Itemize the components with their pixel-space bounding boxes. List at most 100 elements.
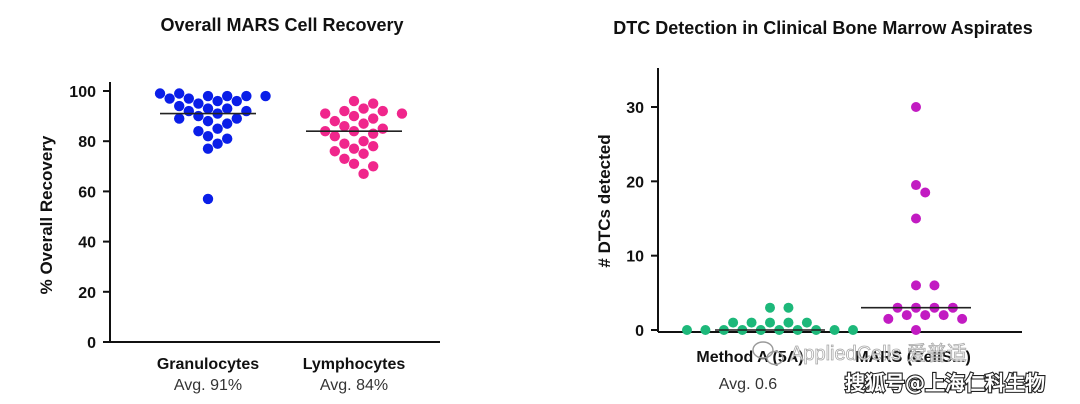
data-point — [212, 95, 223, 107]
dtc-detection-chart: DTC Detection in Clinical Bone Marrow As… — [595, 18, 1033, 393]
data-point — [377, 123, 388, 134]
data-point — [367, 141, 379, 152]
data-point — [700, 325, 711, 335]
data-point — [212, 138, 223, 149]
y-tick-label: 80 — [78, 134, 96, 151]
chart-title: DTC Detection in Clinical Bone Marrow As… — [613, 18, 1032, 38]
y-tick-label: 20 — [78, 285, 96, 302]
data-point — [193, 98, 204, 109]
data-point — [348, 110, 360, 122]
data-point — [339, 105, 350, 117]
data-point — [358, 118, 369, 129]
data-point — [221, 103, 233, 114]
data-point — [174, 100, 185, 112]
data-point — [260, 90, 271, 102]
data-point — [901, 310, 912, 321]
data-point — [339, 138, 350, 149]
data-point — [183, 105, 195, 117]
data-point — [911, 180, 921, 191]
data-point — [329, 130, 341, 142]
y-tick-label: 20 — [626, 174, 644, 191]
y-axis-label: # DTCs detected — [595, 134, 614, 267]
data-point — [202, 115, 214, 127]
recovery-chart: Overall MARS Cell Recovery % Overall Rec… — [37, 15, 440, 394]
y-ticks: 0 10 20 30 — [626, 100, 658, 340]
category-label-granulocytes: Granulocytes — [157, 356, 259, 373]
data-point — [348, 95, 360, 107]
data-point — [193, 125, 204, 137]
watermark-line-2: 搜狐号@上海仁科生物 — [845, 371, 1045, 395]
y-axis-label: % Overall Recovery — [37, 135, 56, 294]
data-point — [348, 143, 360, 154]
data-point — [339, 153, 350, 164]
data-point — [202, 193, 214, 205]
data-point — [202, 103, 214, 114]
data-point — [174, 113, 185, 124]
data-point — [329, 146, 341, 157]
data-point — [883, 313, 894, 324]
data-point — [231, 113, 242, 124]
data-point — [212, 123, 223, 134]
data-point — [367, 98, 379, 109]
data-point — [202, 90, 214, 102]
average-label-granulocytes: Avg. 91% — [174, 377, 242, 394]
data-point — [920, 310, 931, 321]
data-point — [241, 105, 252, 117]
data-point — [938, 310, 949, 321]
y-tick-label: 30 — [626, 100, 644, 117]
data-point — [358, 148, 369, 159]
data-point — [367, 128, 379, 139]
y-tick-label: 0 — [635, 323, 644, 340]
data-point — [681, 325, 692, 335]
data-point — [221, 118, 233, 129]
data-point — [193, 110, 204, 122]
data-point — [746, 317, 757, 328]
data-point — [801, 317, 812, 328]
y-ticks: 0 20 40 60 80 100 — [69, 84, 110, 352]
data-point — [377, 105, 388, 117]
data-point — [231, 95, 242, 107]
y-tick-label: 100 — [69, 84, 96, 101]
data-point — [765, 302, 775, 313]
average-label-lymphocytes: Avg. 84% — [320, 377, 388, 394]
data-point — [783, 317, 794, 328]
data-point — [765, 317, 775, 328]
category-label-lymphocytes: Lymphocytes — [303, 356, 406, 373]
data-point — [202, 143, 214, 154]
data-point — [920, 187, 931, 198]
data-point — [358, 168, 369, 180]
data-point — [911, 102, 921, 112]
category-labels: Method A (5A) MARS (CellS...) Avg. 0.6 — [696, 349, 970, 393]
data-point — [783, 302, 794, 313]
data-point — [183, 93, 195, 104]
y-tick-label: 0 — [87, 335, 96, 352]
data-point — [367, 113, 379, 124]
category-label-mars: MARS (CellS...) — [855, 349, 971, 366]
data-point — [829, 325, 840, 335]
data-point — [367, 161, 379, 172]
data-point — [221, 90, 233, 102]
data-point — [911, 325, 921, 335]
data-point — [221, 133, 233, 144]
category-labels: Granulocytes Lymphocytes Avg. 91% Avg. 8… — [157, 356, 406, 394]
wechat-icon — [752, 341, 784, 366]
data-point — [957, 313, 968, 324]
median-lines — [715, 306, 971, 331]
data-point — [202, 130, 214, 142]
y-tick-label: 10 — [626, 249, 644, 266]
data-point — [241, 90, 252, 102]
chart-title: Overall MARS Cell Recovery — [160, 15, 403, 35]
y-tick-label: 60 — [78, 184, 96, 201]
data-point — [911, 213, 921, 224]
median-lines — [160, 112, 402, 132]
data-points — [154, 88, 408, 205]
data-point — [848, 325, 859, 335]
y-tick-label: 40 — [78, 235, 96, 252]
watermark-line-1: AppliedCells 爱普适 — [790, 342, 967, 365]
data-point — [911, 280, 921, 291]
data-point — [164, 93, 175, 104]
data-point — [348, 158, 360, 169]
data-point — [396, 108, 408, 119]
data-point — [929, 280, 940, 291]
